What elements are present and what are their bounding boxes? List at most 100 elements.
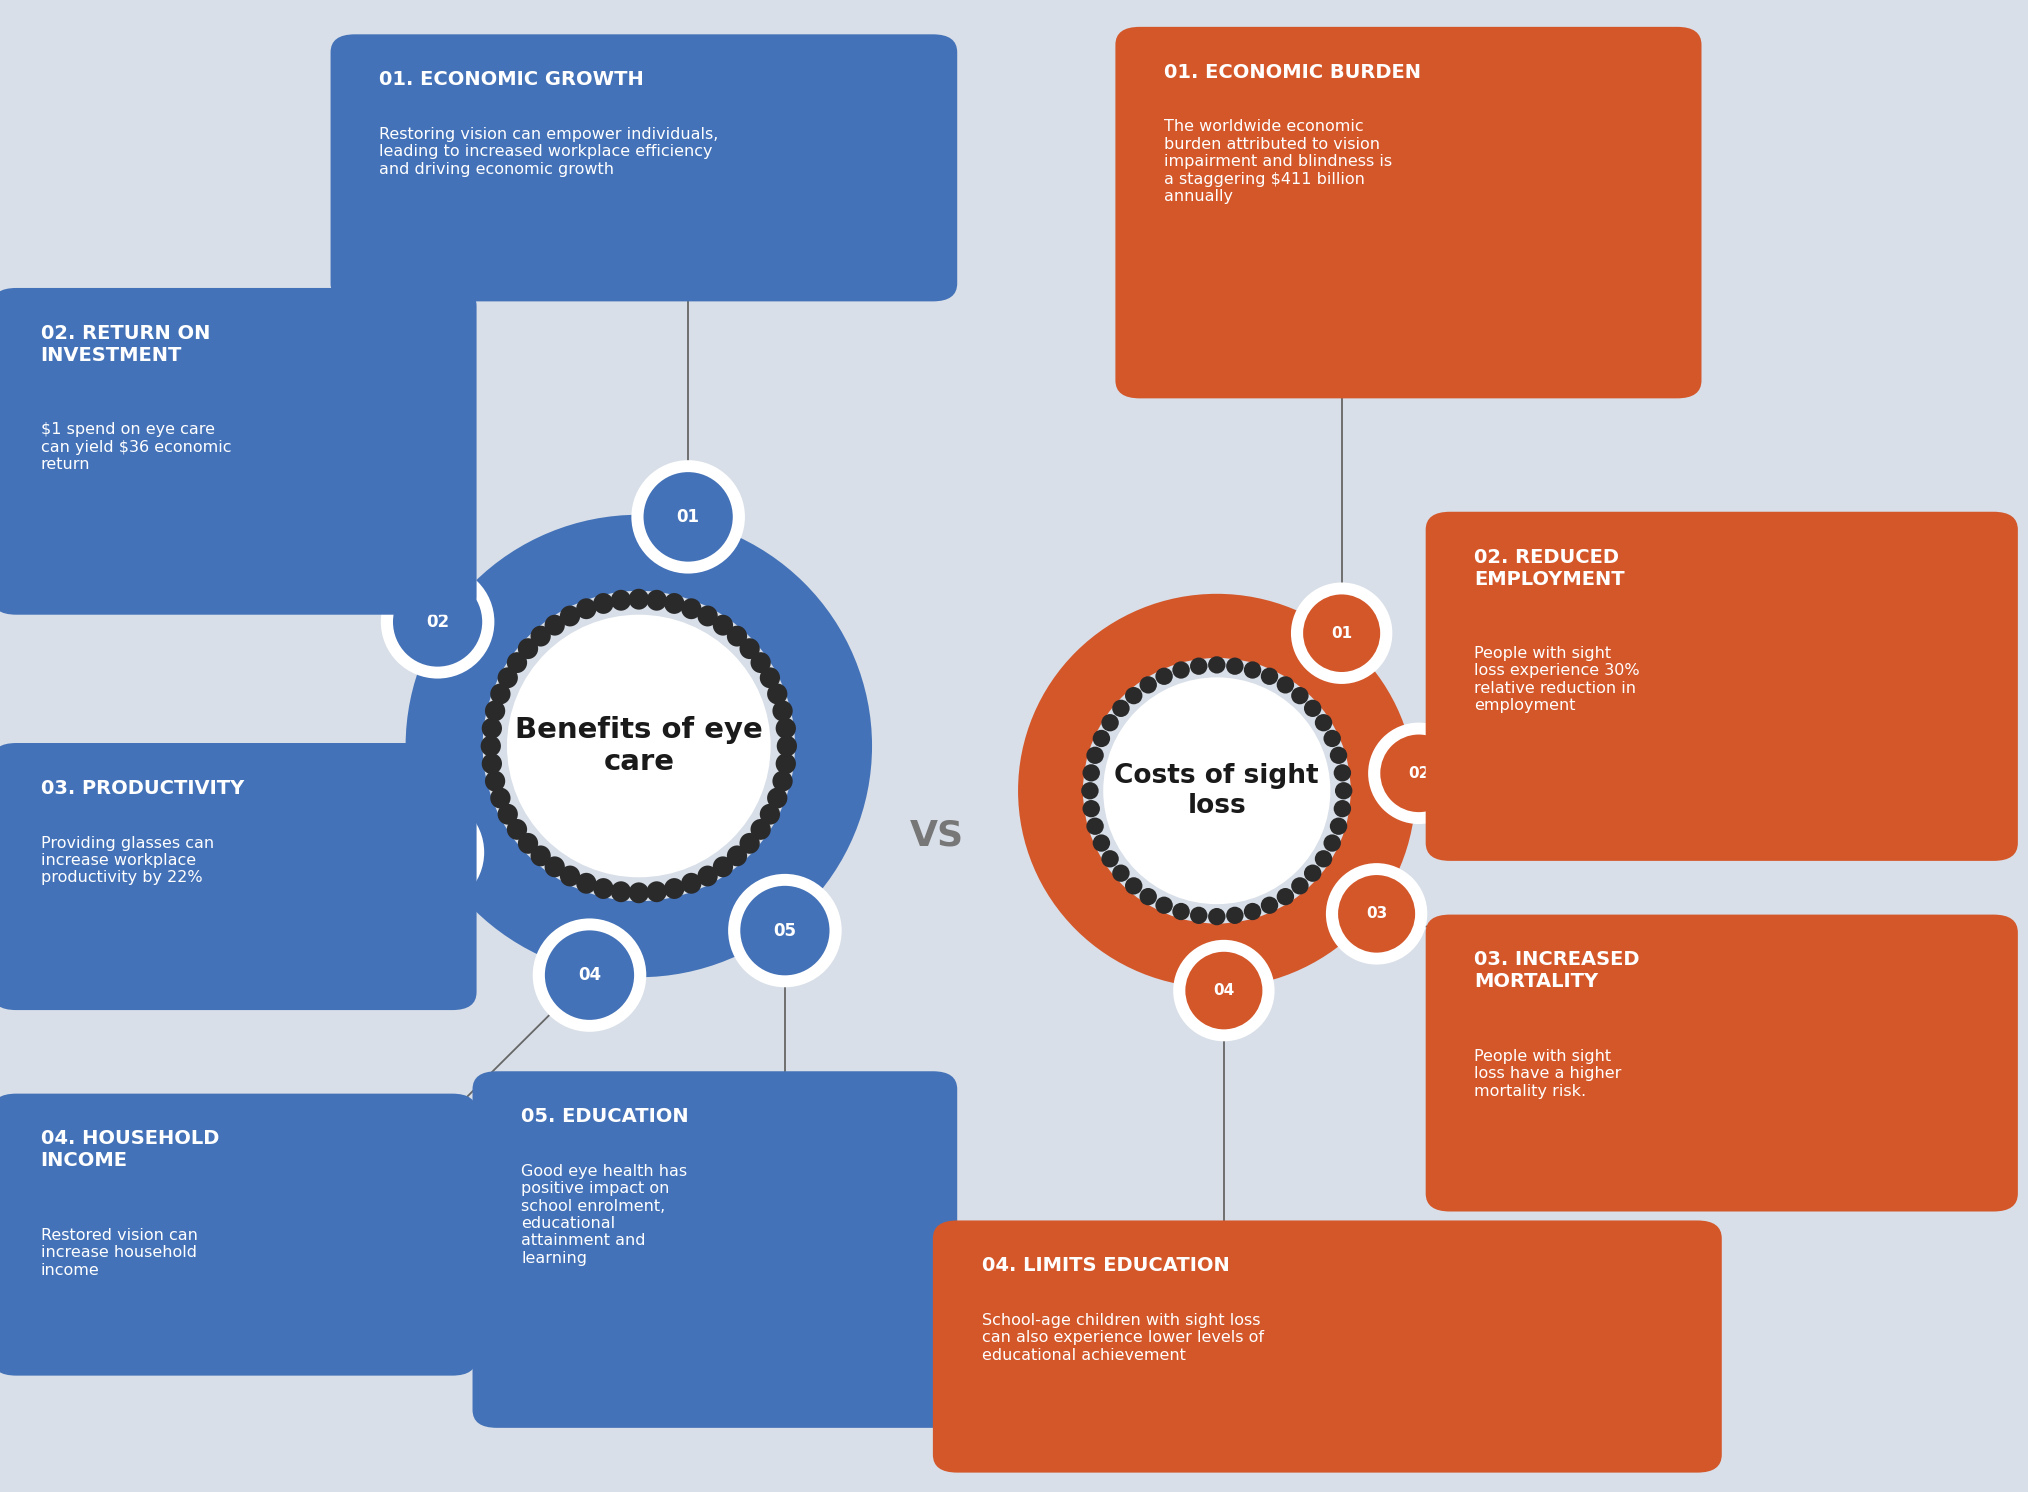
- Ellipse shape: [647, 589, 667, 610]
- Ellipse shape: [497, 804, 517, 825]
- Ellipse shape: [1314, 715, 1332, 731]
- FancyBboxPatch shape: [0, 1094, 477, 1376]
- Ellipse shape: [663, 592, 683, 613]
- Ellipse shape: [760, 804, 781, 825]
- Text: 03: 03: [1367, 906, 1387, 922]
- Ellipse shape: [491, 683, 511, 704]
- Text: Costs of sight
loss: Costs of sight loss: [1115, 762, 1318, 819]
- Text: Providing glasses can
increase workplace
productivity by 22%: Providing glasses can increase workplace…: [41, 836, 213, 885]
- Ellipse shape: [1083, 800, 1099, 818]
- Ellipse shape: [760, 667, 781, 688]
- Text: 02: 02: [1407, 765, 1430, 780]
- Ellipse shape: [740, 833, 760, 853]
- FancyBboxPatch shape: [1426, 915, 2018, 1212]
- Ellipse shape: [1172, 940, 1274, 1041]
- Ellipse shape: [1172, 903, 1190, 921]
- Text: Benefits of eye
care: Benefits of eye care: [515, 716, 763, 776]
- FancyBboxPatch shape: [0, 288, 477, 615]
- Ellipse shape: [1087, 746, 1103, 764]
- Ellipse shape: [485, 700, 505, 721]
- Ellipse shape: [1326, 862, 1428, 964]
- Ellipse shape: [517, 833, 537, 853]
- FancyBboxPatch shape: [331, 34, 957, 301]
- FancyBboxPatch shape: [473, 1071, 957, 1428]
- Ellipse shape: [507, 652, 527, 673]
- FancyBboxPatch shape: [933, 1220, 1722, 1473]
- Text: People with sight
loss experience 30%
relative reduction in
employment: People with sight loss experience 30% re…: [1474, 646, 1641, 713]
- Ellipse shape: [1156, 667, 1172, 685]
- Text: 01: 01: [1330, 625, 1353, 640]
- Text: 04. HOUSEHOLD
INCOME: 04. HOUSEHOLD INCOME: [41, 1129, 219, 1170]
- Text: 02. REDUCED
EMPLOYMENT: 02. REDUCED EMPLOYMENT: [1474, 548, 1624, 588]
- Text: VS: VS: [911, 819, 963, 852]
- Ellipse shape: [629, 589, 649, 610]
- Ellipse shape: [594, 592, 614, 613]
- Ellipse shape: [1018, 594, 1416, 988]
- Text: The worldwide economic
burden attributed to vision
impairment and blindness is
a: The worldwide economic burden attributed…: [1164, 119, 1391, 204]
- Ellipse shape: [1209, 909, 1225, 925]
- Ellipse shape: [1292, 686, 1308, 704]
- Ellipse shape: [560, 865, 580, 886]
- Ellipse shape: [1111, 700, 1130, 718]
- Text: 05. EDUCATION: 05. EDUCATION: [521, 1107, 690, 1126]
- Ellipse shape: [491, 788, 511, 809]
- Ellipse shape: [681, 873, 702, 894]
- Ellipse shape: [1087, 818, 1103, 836]
- Ellipse shape: [483, 591, 795, 901]
- Ellipse shape: [1304, 864, 1322, 882]
- Ellipse shape: [1126, 877, 1142, 895]
- Ellipse shape: [698, 606, 718, 627]
- Ellipse shape: [740, 886, 829, 976]
- Ellipse shape: [750, 652, 771, 673]
- Ellipse shape: [371, 795, 485, 909]
- Ellipse shape: [1278, 888, 1294, 906]
- Text: School-age children with sight loss
can also experience lower levels of
educatio: School-age children with sight loss can …: [982, 1313, 1263, 1362]
- Ellipse shape: [1278, 676, 1294, 694]
- Ellipse shape: [698, 865, 718, 886]
- Text: Restoring vision can empower individuals,
leading to increased workplace efficie: Restoring vision can empower individuals…: [379, 127, 718, 176]
- Ellipse shape: [1324, 730, 1341, 747]
- Text: $1 spend on eye care
can yield $36 economic
return: $1 spend on eye care can yield $36 econo…: [41, 422, 231, 471]
- Ellipse shape: [775, 718, 795, 739]
- Ellipse shape: [767, 788, 787, 809]
- Ellipse shape: [1156, 897, 1172, 915]
- Ellipse shape: [1190, 658, 1207, 674]
- Ellipse shape: [1261, 667, 1278, 685]
- Text: 04: 04: [578, 967, 600, 985]
- Ellipse shape: [610, 589, 631, 610]
- Ellipse shape: [383, 807, 473, 897]
- Ellipse shape: [1314, 850, 1332, 867]
- Ellipse shape: [1083, 658, 1351, 924]
- Text: 01. ECONOMIC BURDEN: 01. ECONOMIC BURDEN: [1164, 63, 1422, 82]
- Ellipse shape: [750, 819, 771, 840]
- Text: 04. LIMITS EDUCATION: 04. LIMITS EDUCATION: [982, 1256, 1229, 1276]
- Ellipse shape: [1261, 897, 1278, 915]
- Ellipse shape: [726, 846, 746, 867]
- Ellipse shape: [610, 882, 631, 903]
- Ellipse shape: [1292, 582, 1393, 683]
- Ellipse shape: [1338, 874, 1416, 952]
- Text: People with sight
loss have a higher
mortality risk.: People with sight loss have a higher mor…: [1474, 1049, 1622, 1098]
- Text: 02. RETURN ON
INVESTMENT: 02. RETURN ON INVESTMENT: [41, 324, 211, 364]
- Ellipse shape: [507, 819, 527, 840]
- Ellipse shape: [1101, 715, 1119, 731]
- Ellipse shape: [1103, 677, 1330, 904]
- Ellipse shape: [1093, 834, 1109, 852]
- Ellipse shape: [531, 846, 552, 867]
- Ellipse shape: [1324, 834, 1341, 852]
- Ellipse shape: [481, 736, 501, 756]
- Ellipse shape: [1381, 734, 1458, 812]
- Ellipse shape: [1083, 764, 1099, 782]
- Text: Good eye health has
positive impact on
school enrolment,
educational
attainment : Good eye health has positive impact on s…: [521, 1164, 687, 1265]
- Ellipse shape: [767, 683, 787, 704]
- Ellipse shape: [1111, 864, 1130, 882]
- Ellipse shape: [1184, 952, 1261, 1029]
- Ellipse shape: [740, 639, 760, 659]
- Ellipse shape: [1227, 658, 1243, 674]
- Ellipse shape: [533, 919, 647, 1032]
- Ellipse shape: [1292, 877, 1308, 895]
- Ellipse shape: [773, 771, 793, 792]
- Ellipse shape: [381, 565, 495, 679]
- FancyBboxPatch shape: [0, 743, 477, 1010]
- Ellipse shape: [1334, 764, 1351, 782]
